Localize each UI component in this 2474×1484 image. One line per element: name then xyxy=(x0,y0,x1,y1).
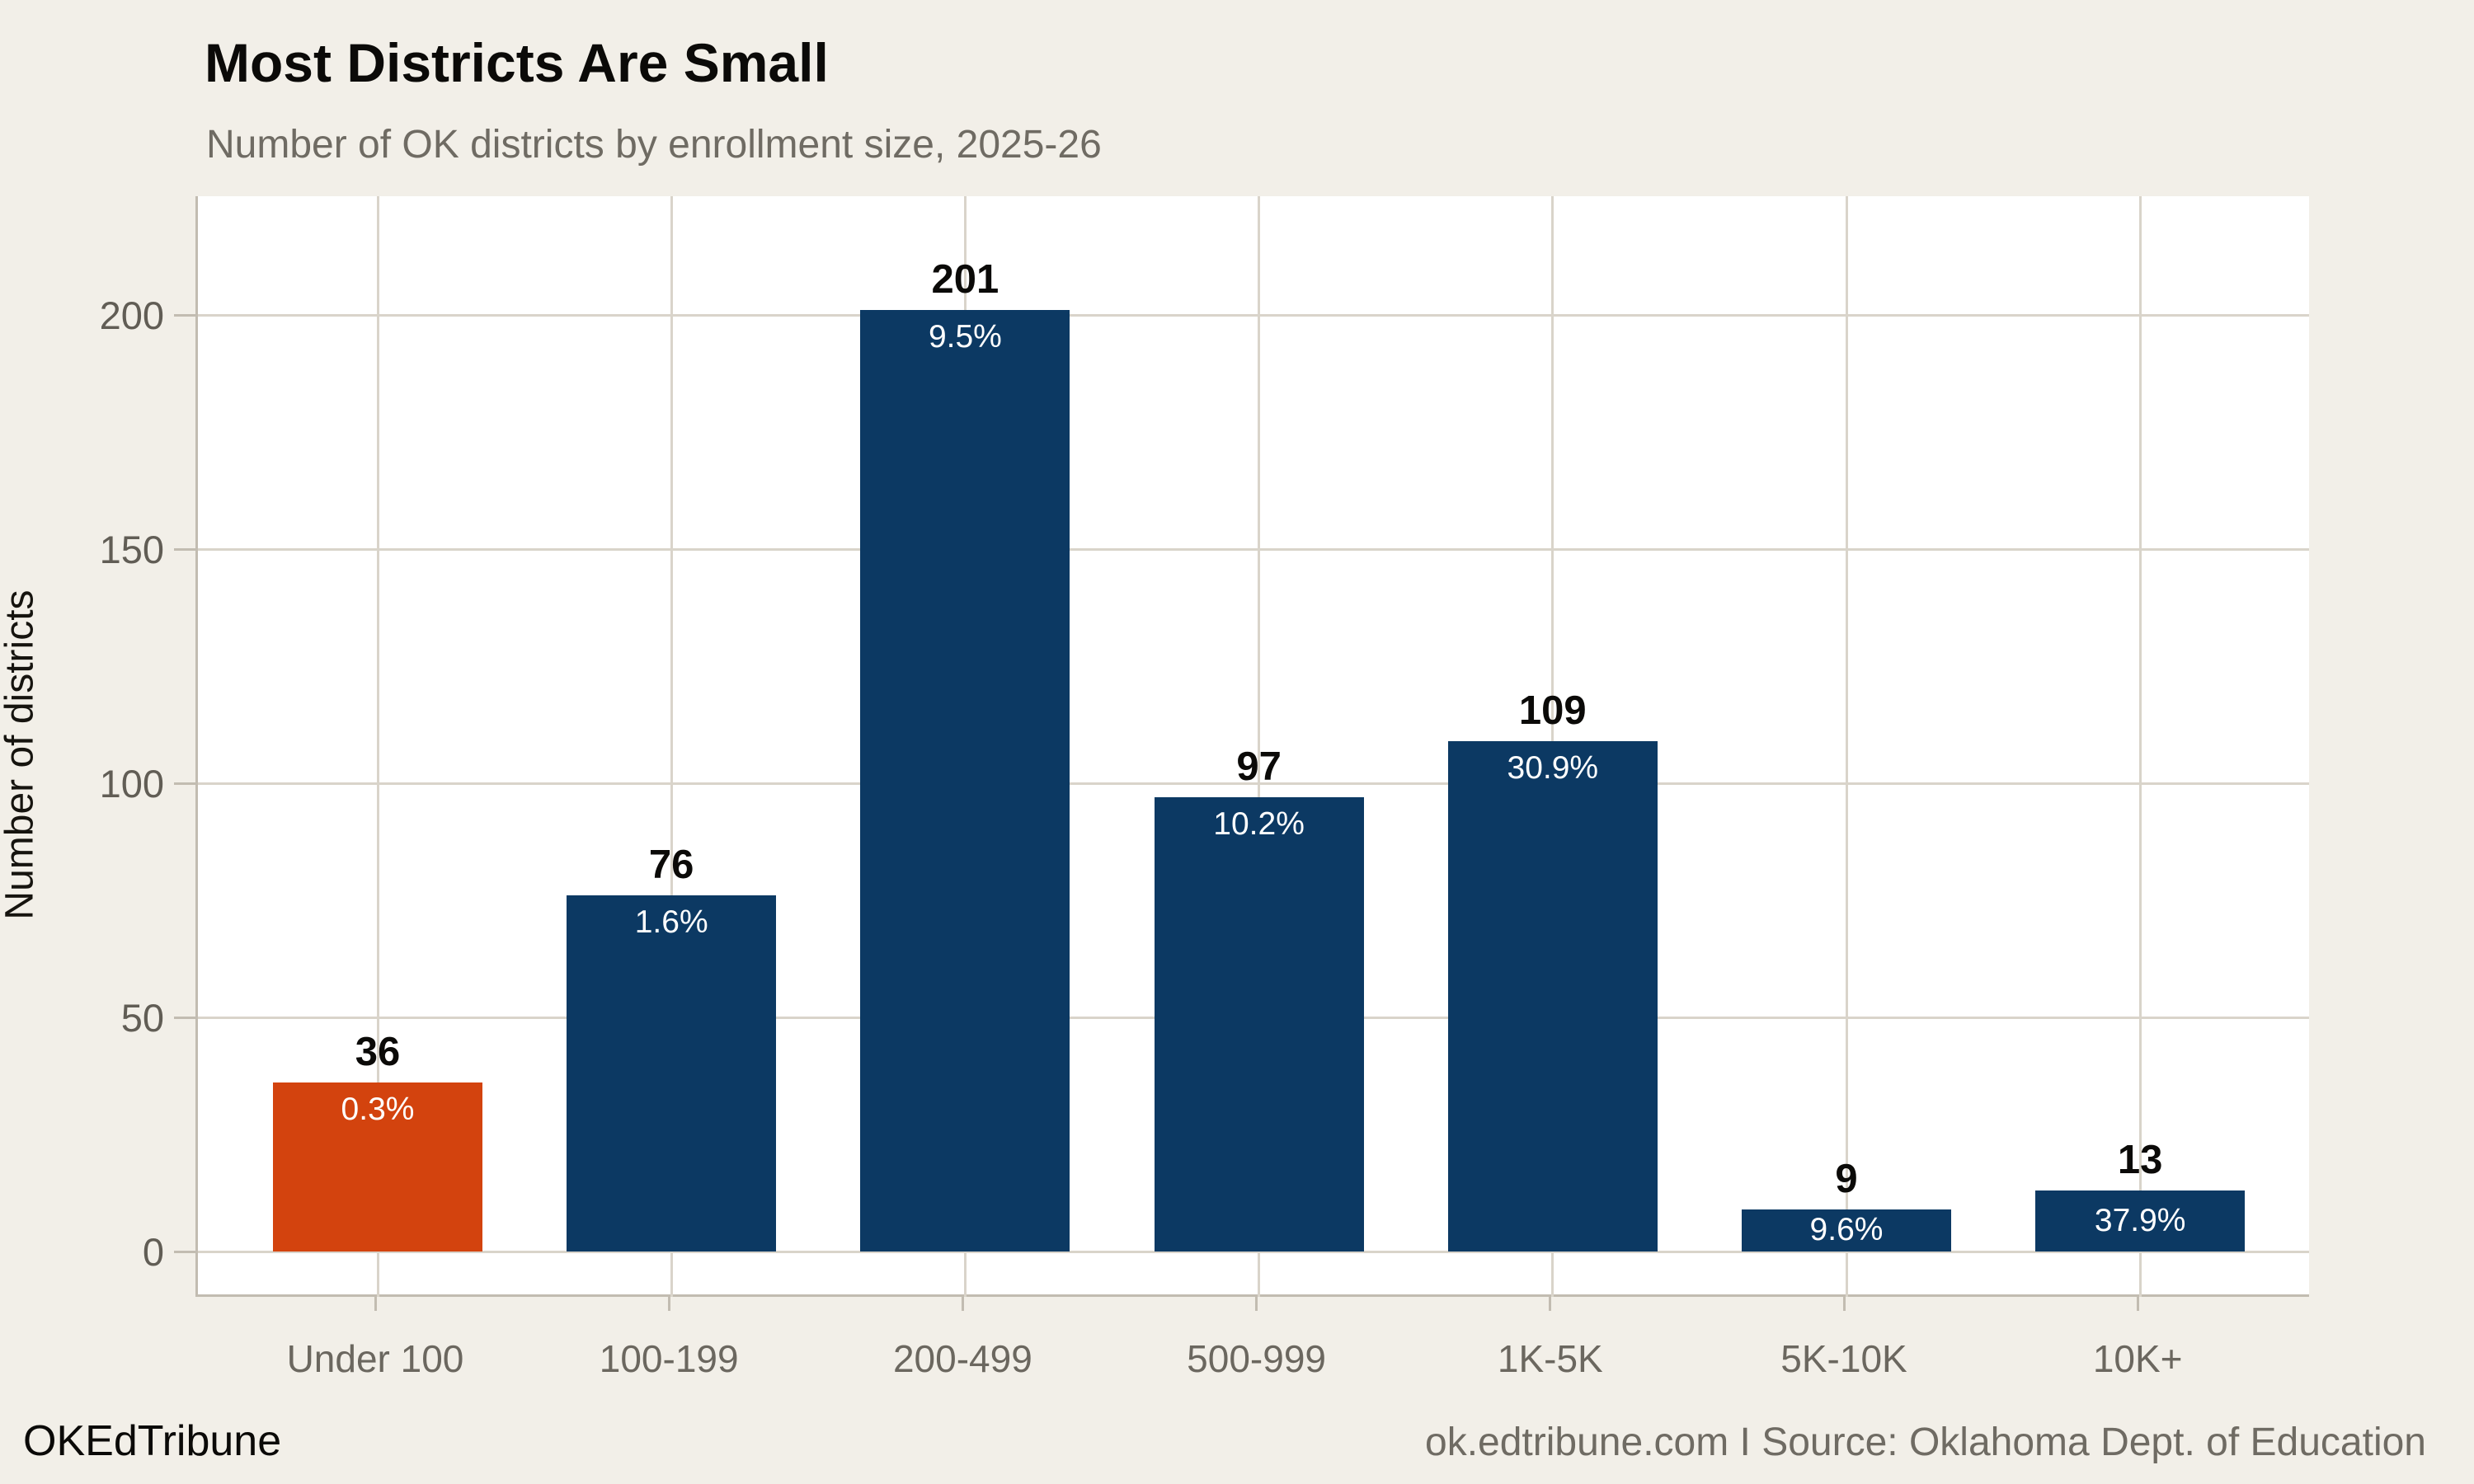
plot-area: 0.3% 36 1.6% 76 9.5% 201 10.2% 97 30.9% 109 9.6% 9 3… xyxy=(195,196,2309,1297)
x-tick-label: 1K-5K xyxy=(1497,1337,1603,1380)
x-tick-label: 5K-10K xyxy=(1780,1337,1907,1380)
bar: 37.9% xyxy=(2035,1190,2246,1252)
v-gridline xyxy=(2138,196,2142,1297)
chart-subtitle: Number of OK districts by enrollment siz… xyxy=(206,123,1102,167)
bar: 1.6% xyxy=(567,895,777,1252)
y-axis-title: Number of districts xyxy=(0,589,42,920)
v-gridline xyxy=(376,196,379,1297)
bar: 0.3% xyxy=(273,1082,482,1252)
x-tick-mark xyxy=(961,1297,964,1311)
y-tick-label: 200 xyxy=(99,293,164,337)
bar: 9.5% xyxy=(860,310,1070,1252)
x-tick-mark xyxy=(667,1297,670,1311)
bar-pct-label: 30.9% xyxy=(1507,749,1599,786)
y-tick-mark xyxy=(174,547,195,551)
y-tick-mark xyxy=(174,782,195,785)
x-tick-mark xyxy=(2136,1297,2139,1311)
x-tick-label: 100-199 xyxy=(599,1337,739,1380)
y-tick-mark xyxy=(174,313,195,317)
x-tick-label: 200-499 xyxy=(892,1337,1032,1380)
x-tick-label: 10K+ xyxy=(2092,1337,2183,1380)
y-tick-label: 50 xyxy=(120,995,164,1040)
h-gridline xyxy=(198,782,2309,785)
y-tick-label: 150 xyxy=(99,527,164,571)
x-tick-mark xyxy=(1549,1297,1552,1311)
y-tick-mark xyxy=(174,1016,195,1019)
bar-value-label: 9 xyxy=(1835,1156,1858,1201)
x-tick-label: Under 100 xyxy=(286,1337,464,1380)
v-gridline xyxy=(1258,196,1261,1297)
v-gridline xyxy=(1845,196,1848,1297)
x-tick-mark xyxy=(1255,1297,1258,1311)
bar-pct-label: 1.6% xyxy=(634,904,708,941)
h-gridline xyxy=(198,1251,2309,1253)
footer-attribution: ok.edtribune.com I Source: Oklahoma Dept… xyxy=(1425,1421,2426,1464)
bar: 10.2% xyxy=(1154,796,1364,1252)
bar-pct-label: 9.6% xyxy=(1809,1212,1884,1248)
bar: 30.9% xyxy=(1447,740,1658,1252)
chart-title: Most Districts Are Small xyxy=(205,32,829,93)
x-tick-mark xyxy=(374,1297,377,1311)
x-tick-label: 500-999 xyxy=(1187,1337,1326,1380)
bar-pct-label: 9.5% xyxy=(928,319,1002,355)
bar: 9.6% xyxy=(1742,1209,1951,1252)
h-gridline xyxy=(198,313,2309,317)
bar-value-label: 13 xyxy=(2117,1138,2163,1183)
y-tick-label: 100 xyxy=(99,761,164,805)
h-gridline xyxy=(198,547,2309,551)
v-gridline xyxy=(670,196,673,1297)
bar-value-label: 36 xyxy=(355,1030,401,1075)
bar-pct-label: 10.2% xyxy=(1213,805,1305,842)
y-tick-label: 0 xyxy=(142,1230,164,1274)
footer-brand: OKEdTribune xyxy=(23,1417,282,1465)
bar-value-label: 201 xyxy=(931,257,999,303)
bar-value-label: 97 xyxy=(1236,744,1282,789)
bar-pct-label: 37.9% xyxy=(2094,1203,2186,1239)
bar-value-label: 109 xyxy=(1518,688,1587,733)
bar-value-label: 76 xyxy=(648,843,694,888)
y-tick-mark xyxy=(174,1251,195,1253)
bar-pct-label: 0.3% xyxy=(341,1092,415,1128)
x-tick-mark xyxy=(1842,1297,1846,1311)
